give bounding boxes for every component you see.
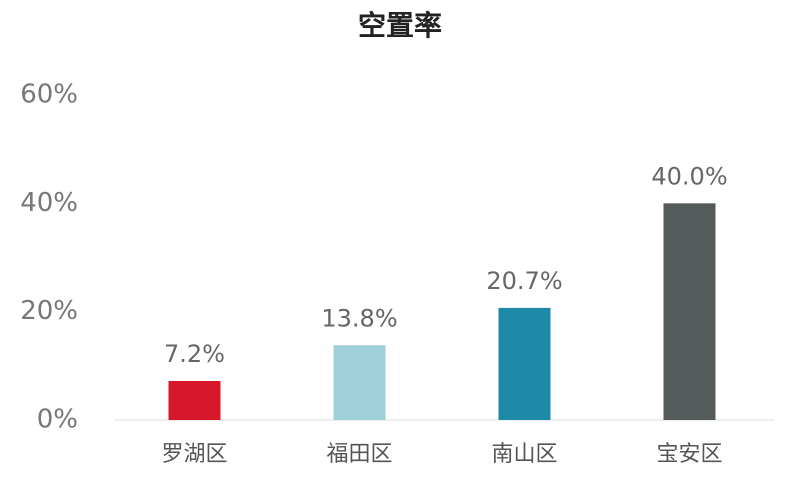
value-label: 40.0%: [651, 162, 727, 190]
y-tick-label: 20%: [20, 296, 78, 326]
bar: [498, 307, 551, 420]
x-tick-label: 南山区: [491, 442, 557, 467]
y-tick-label: 0%: [37, 405, 78, 435]
bar: [663, 203, 716, 420]
value-label: 7.2%: [164, 340, 225, 368]
y-tick-label: 40%: [20, 188, 78, 218]
bar: [333, 345, 386, 420]
chart-title: 空置率: [358, 9, 442, 42]
y-tick-label: 60%: [20, 80, 78, 110]
value-label: 20.7%: [486, 267, 562, 295]
x-tick-label: 罗湖区: [161, 442, 227, 467]
x-tick-label: 福田区: [326, 442, 392, 467]
x-tick-label: 宝安区: [656, 442, 722, 467]
value-label: 13.8%: [321, 304, 397, 332]
bar: [168, 381, 221, 420]
